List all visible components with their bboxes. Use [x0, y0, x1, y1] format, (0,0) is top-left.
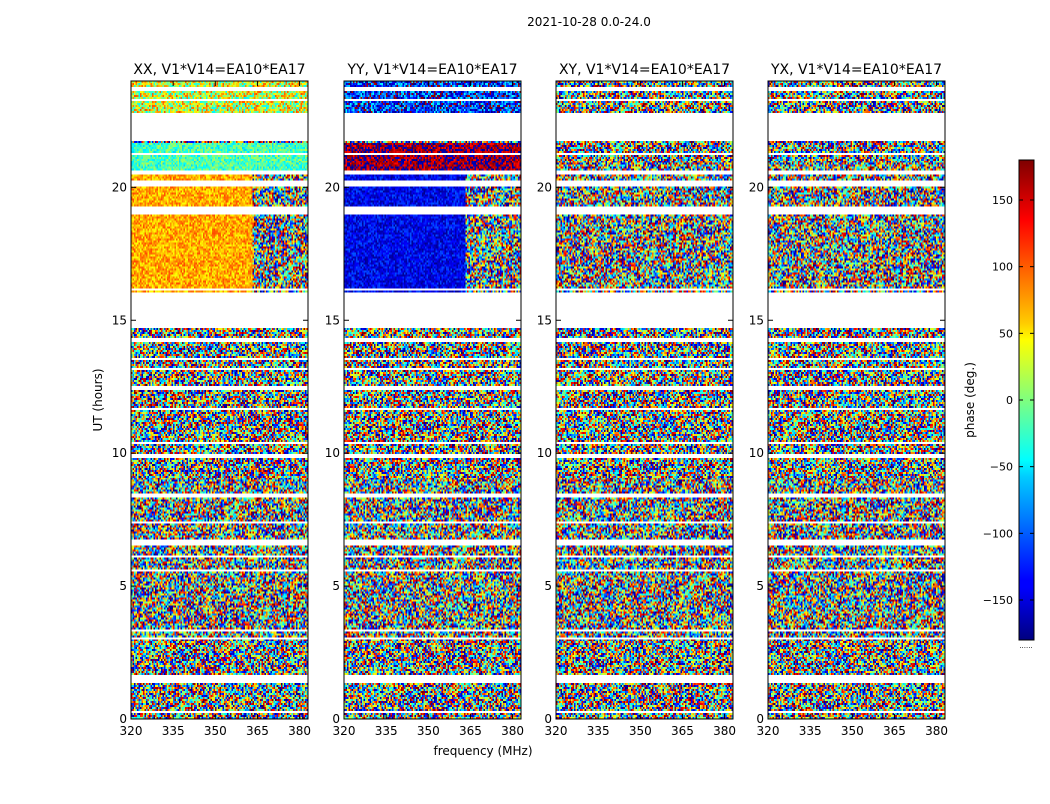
x-tick-label: 335 — [375, 724, 398, 738]
x-tick-label: 350 — [204, 724, 227, 738]
panel-title: YX, V1*V14=EA10*EA17 — [770, 62, 942, 78]
y-tick-label: 15 — [537, 313, 552, 327]
colorbar-label: phase (deg.) — [963, 362, 977, 438]
x-tick-label: 335 — [587, 724, 610, 738]
panel-frame — [555, 80, 734, 720]
panels: XX, V1*V14=EA10*EA17 320 335 350 365 380 0 5 10 1… — [112, 62, 948, 738]
colorbar: 150 100 50 0 −50 −100 −150 phase (deg.) ...... — [963, 159, 1035, 650]
y-tick-label: 5 — [544, 579, 552, 593]
y-tick-label: 15 — [325, 313, 340, 327]
colorbar-tick-label: −50 — [990, 461, 1013, 474]
panel-frame — [130, 80, 309, 720]
y-tick-label: 10 — [325, 446, 340, 460]
panel-title: YY, V1*V14=EA10*EA17 — [346, 62, 517, 78]
y-tick-label: 15 — [112, 313, 127, 327]
y-tick-label: 0 — [119, 712, 127, 726]
y-tick-label: 10 — [537, 446, 552, 460]
panel-phase-raster — [768, 81, 945, 719]
x-tick-label: 365 — [671, 724, 694, 738]
x-tick-label: 365 — [459, 724, 482, 738]
y-tick-label: 10 — [112, 446, 127, 460]
x-tick-label: 335 — [799, 724, 822, 738]
colorbar-footer: ...... — [1019, 642, 1032, 650]
y-tick-label: 20 — [325, 180, 340, 194]
panel-4: YX, V1*V14=EA10*EA17 320 335 350 365 380 0 5 10 1… — [749, 62, 948, 738]
panel-title: XY, V1*V14=EA10*EA17 — [559, 62, 730, 78]
x-tick-label: 320 — [333, 724, 356, 738]
y-tick-label: 5 — [756, 579, 764, 593]
panel-title: XX, V1*V14=EA10*EA17 — [133, 62, 305, 78]
panel-2: YY, V1*V14=EA10*EA17 320 335 350 365 380 0 5 10 1… — [325, 62, 524, 738]
colorbar-tick-label: 50 — [999, 327, 1013, 340]
y-tick-label: 20 — [112, 180, 127, 194]
colorbar-tick-label: −150 — [983, 594, 1013, 607]
y-tick-label: 0 — [756, 712, 764, 726]
panel-phase-raster — [556, 81, 733, 719]
colorbar-tick-label: 0 — [1006, 394, 1013, 407]
y-tick-label: 5 — [119, 579, 127, 593]
colorbar-tick-label: 100 — [992, 261, 1013, 274]
x-tick-label: 320 — [545, 724, 568, 738]
y-tick-label: 20 — [537, 180, 552, 194]
x-tick-label: 380 — [501, 724, 524, 738]
y-tick-label: 15 — [749, 313, 764, 327]
panel-phase-raster — [131, 81, 308, 719]
panel-3: XY, V1*V14=EA10*EA17 320 335 350 365 380 0 5 10 1… — [537, 62, 736, 738]
y-tick-label: 5 — [332, 579, 340, 593]
x-tick-label: 320 — [120, 724, 143, 738]
x-axis-label: frequency (MHz) — [433, 744, 532, 758]
x-tick-label: 365 — [883, 724, 906, 738]
x-tick-label: 335 — [162, 724, 185, 738]
x-tick-label: 350 — [841, 724, 864, 738]
y-tick-label: 20 — [749, 180, 764, 194]
panel-frame — [343, 80, 522, 720]
x-tick-label: 350 — [629, 724, 652, 738]
panel-1: XX, V1*V14=EA10*EA17 320 335 350 365 380 0 5 10 1… — [112, 62, 311, 738]
y-tick-label: 10 — [749, 446, 764, 460]
x-tick-label: 365 — [246, 724, 269, 738]
panel-phase-raster — [344, 81, 521, 719]
x-tick-label: 350 — [417, 724, 440, 738]
x-tick-label: 380 — [925, 724, 948, 738]
x-tick-label: 320 — [757, 724, 780, 738]
x-tick-label: 380 — [713, 724, 736, 738]
colorbar-ticks: 150 100 50 0 −50 −100 −150 — [983, 194, 1034, 607]
figure-suptitle: 2021-10-28 0.0-24.0 — [527, 15, 651, 29]
x-tick-label: 380 — [288, 724, 311, 738]
y-tick-label: 0 — [332, 712, 340, 726]
y-tick-label: 0 — [544, 712, 552, 726]
colorbar-tick-label: 150 — [992, 194, 1013, 207]
y-axis-label: UT (hours) — [91, 368, 105, 431]
panel-frame — [767, 80, 946, 720]
colorbar-tick-label: −100 — [983, 527, 1013, 540]
